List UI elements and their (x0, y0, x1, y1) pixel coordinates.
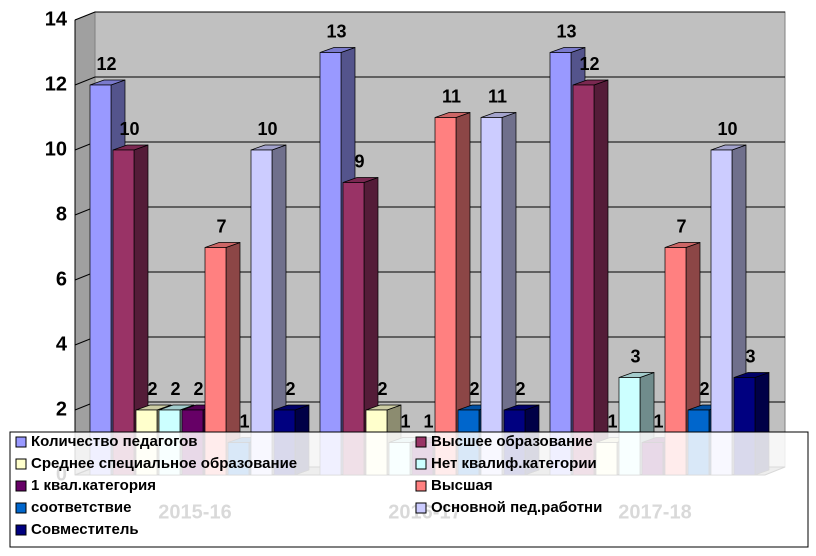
legend-label: Высшая (431, 477, 493, 494)
legend-label: 1 квал.категория (31, 477, 156, 494)
legend-swatch (15, 436, 27, 448)
data-label: 2 (285, 379, 295, 399)
y-tick-label: 10 (45, 138, 67, 160)
bar (572, 79, 609, 476)
data-label: 1 (400, 411, 410, 431)
bar-front (572, 84, 595, 476)
y-tick-label: 8 (56, 203, 67, 225)
data-label: 2 (699, 379, 709, 399)
data-label: 11 (442, 86, 461, 106)
data-label: 2 (377, 379, 387, 399)
data-label: 9 (354, 151, 364, 171)
data-label: 3 (630, 346, 640, 366)
legend-swatch (15, 502, 27, 514)
bar (250, 144, 287, 476)
legend-label: Среднее специальное образование (31, 455, 297, 472)
data-label: 11 (488, 86, 507, 106)
bar-front (342, 182, 365, 476)
data-label: 3 (745, 346, 755, 366)
data-label: 10 (717, 119, 737, 139)
bar-front (549, 52, 572, 476)
data-label: 12 (96, 54, 116, 74)
data-label: 1 (239, 411, 249, 431)
data-label: 10 (119, 119, 139, 139)
data-label: 2 (170, 379, 180, 399)
legend-label: Совместитель (31, 521, 139, 538)
data-label: 1 (653, 411, 663, 431)
y-tick-label: 2 (56, 398, 67, 420)
data-label: 10 (257, 119, 277, 139)
bar (480, 112, 517, 476)
data-label: 2 (515, 379, 525, 399)
data-label: 7 (216, 216, 226, 236)
y-tick-label: 12 (45, 73, 67, 95)
data-label: 13 (556, 21, 576, 41)
bar-front (112, 149, 135, 476)
bar (204, 242, 241, 476)
legend-label: Количество педагогов (31, 433, 198, 450)
y-tick-label: 14 (45, 8, 68, 30)
legend-swatch (415, 480, 427, 492)
y-tick-label: 6 (56, 268, 67, 290)
y-tick-label: 4 (56, 333, 68, 355)
data-label: 7 (676, 216, 686, 236)
bar-side (593, 79, 609, 476)
bar-front (319, 52, 342, 476)
data-label: 2 (147, 379, 157, 399)
bar-front (250, 149, 273, 476)
legend (9, 431, 809, 548)
legend-label: соответствие (31, 499, 131, 516)
bar-front (480, 117, 503, 476)
bar-front (89, 84, 112, 476)
data-label: 1 (607, 411, 617, 431)
legend-label: Основной пед.работни (431, 499, 602, 516)
data-label: 13 (326, 21, 346, 41)
bar (112, 144, 149, 476)
legend-label: Высшее образование (431, 433, 593, 450)
bar-front (710, 149, 733, 476)
grid-line (74, 11, 785, 21)
data-label: 2 (469, 379, 479, 399)
legend-swatch (15, 458, 27, 470)
legend-swatch (415, 436, 427, 448)
data-label: 2 (193, 379, 203, 399)
legend-label: Нет квалиф.категории (431, 455, 597, 472)
legend-swatch (415, 458, 427, 470)
data-label: 1 (423, 411, 433, 431)
bar-front (434, 117, 457, 476)
legend-swatch (415, 502, 427, 514)
legend-swatch (15, 524, 27, 536)
data-label: 12 (579, 54, 599, 74)
legend-swatch (15, 480, 27, 492)
